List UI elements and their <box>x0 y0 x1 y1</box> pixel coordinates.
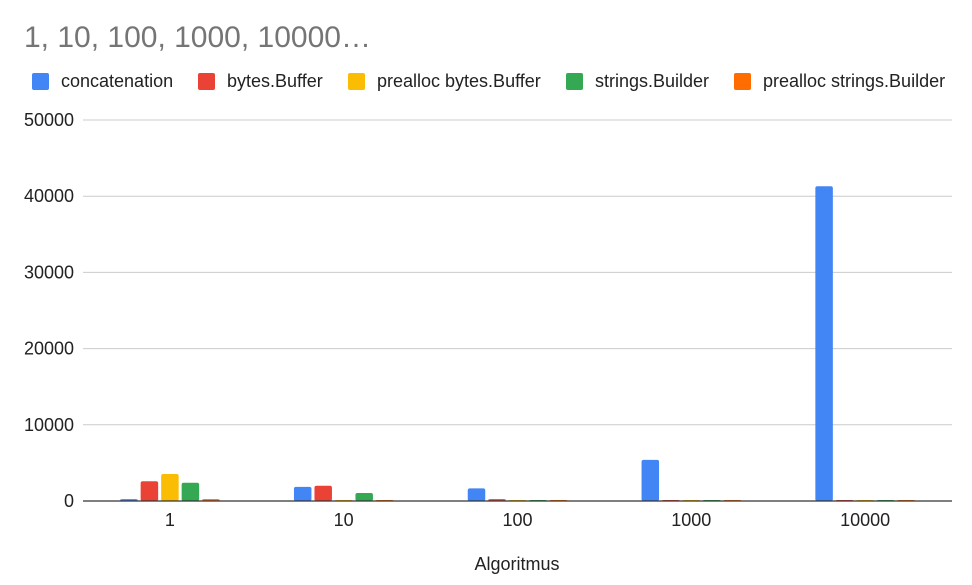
x-tick-label: 1000 <box>671 510 711 530</box>
legend-label: strings.Builder <box>595 71 709 91</box>
legend-label: prealloc strings.Builder <box>763 71 945 91</box>
bar-concatenation-10000 <box>815 186 833 501</box>
chart-title: 1, 10, 100, 1000, 10000… <box>24 21 371 54</box>
legend-swatch <box>32 73 49 90</box>
y-tick-label: 30000 <box>24 262 74 282</box>
x-axis-ticks: 1 10 100 1000 10000 <box>165 510 890 530</box>
x-axis-title: Algoritmus <box>474 554 559 574</box>
bar-prealloc-bytes-buffer-1 <box>161 473 179 501</box>
y-tick-label: 40000 <box>24 186 74 206</box>
y-tick-label: 10000 <box>24 415 74 435</box>
y-tick-label: 20000 <box>24 339 74 359</box>
legend-swatch <box>348 73 365 90</box>
bar-concatenation-100 <box>467 488 486 501</box>
legend-swatch <box>198 73 215 90</box>
y-tick-label: 50000 <box>24 110 74 130</box>
bar-bytes-buffer-1 <box>140 481 159 501</box>
bar-strings-builder-1 <box>181 482 200 501</box>
y-axis-ticks: 0 10000 20000 30000 40000 50000 <box>24 110 74 511</box>
bar-concatenation-10 <box>293 486 312 501</box>
legend-swatch <box>566 73 583 90</box>
bar-concatenation-1000 <box>641 459 660 501</box>
x-tick-label: 100 <box>502 510 532 530</box>
gridlines <box>83 119 952 426</box>
legend: concatenation bytes.Buffer prealloc bytes.… <box>32 71 945 91</box>
bar-strings-builder-10 <box>355 492 373 501</box>
y-tick-label: 0 <box>64 491 74 511</box>
x-tick-label: 10 <box>334 510 354 530</box>
bar-bytes-buffer-10 <box>314 485 332 501</box>
x-tick-label: 1 <box>165 510 175 530</box>
bars <box>120 186 915 501</box>
x-tick-label: 10000 <box>840 510 890 530</box>
legend-swatch <box>734 73 751 90</box>
legend-label: concatenation <box>61 71 173 91</box>
legend-label: bytes.Buffer <box>227 71 323 91</box>
legend-label: prealloc bytes.Buffer <box>377 71 541 91</box>
